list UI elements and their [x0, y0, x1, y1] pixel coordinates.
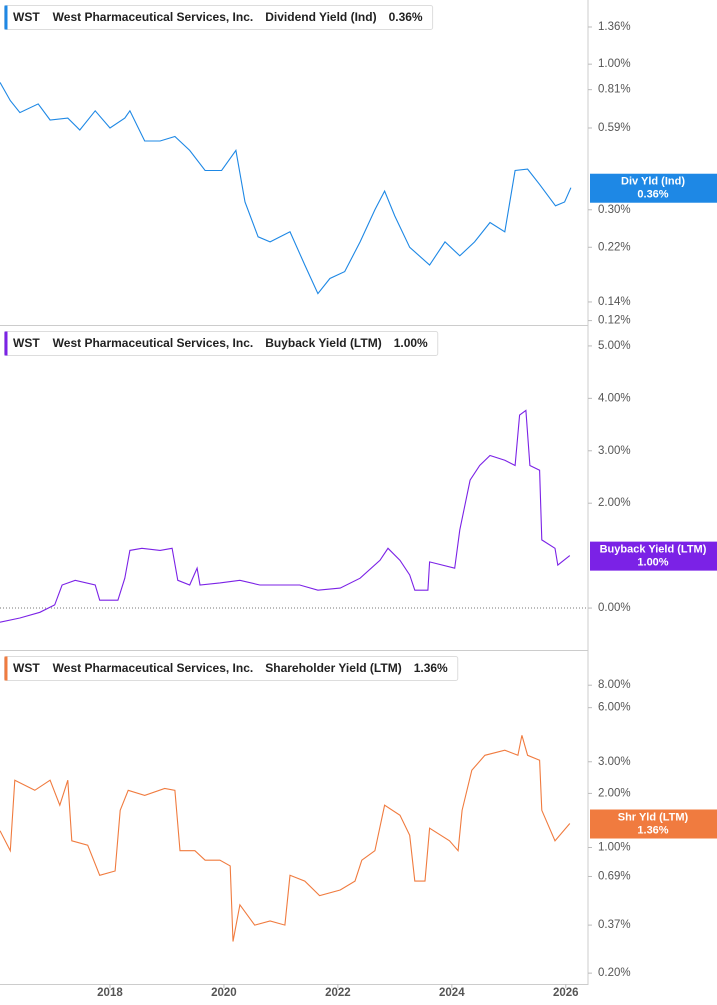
legend-value: 0.36% [389, 10, 423, 24]
value-tag-value: 1.00% [637, 557, 668, 569]
legend-value: 1.36% [414, 661, 448, 675]
company-name: West Pharmaceutical Services, Inc. [53, 336, 254, 350]
value-tag [590, 541, 717, 571]
y-tick-label: 0.81% [598, 84, 631, 96]
y-tick-label: 8.00% [598, 679, 631, 691]
x-tick-label: 2024 [439, 987, 465, 999]
value-tag-name: Shr Yld (LTM) [618, 811, 689, 823]
legend-series: Buyback Yield (LTM) [265, 336, 381, 350]
value-tag-name: Div Yld (Ind) [621, 176, 685, 188]
y-tick-label: 0.20% [598, 967, 631, 979]
x-tick-label: 2022 [325, 987, 351, 999]
y-tick-label: 5.00% [598, 340, 631, 352]
legend-swatch [4, 331, 8, 356]
y-tick-label: 1.00% [598, 58, 631, 70]
y-tick-label: 0.37% [598, 919, 631, 931]
y-tick-label: 1.36% [598, 21, 631, 33]
y-tick-label: 1.00% [598, 842, 631, 854]
x-tick-label: 2026 [553, 987, 579, 999]
value-tag-value: 1.36% [637, 824, 668, 836]
y-tick-label: 2.00% [598, 497, 631, 509]
company-name: West Pharmaceutical Services, Inc. [53, 661, 254, 675]
y-tick-label: 6.00% [598, 702, 631, 714]
x-tick-label: 2020 [211, 987, 237, 999]
series-line [0, 735, 571, 942]
legend-series: Dividend Yield (Ind) [265, 10, 376, 24]
value-tag [590, 173, 717, 203]
y-tick-label: 2.00% [598, 787, 631, 799]
ticker: WST [13, 336, 40, 350]
legend: WST West Pharmaceutical Services, Inc. Buy… [4, 331, 439, 356]
y-tick-label: 4.00% [598, 392, 631, 404]
series-line [0, 82, 572, 295]
ticker: WST [13, 10, 40, 24]
y-tick-label: 0.12% [598, 315, 631, 327]
legend: WST West Pharmaceutical Services, Inc. Sha… [4, 656, 459, 681]
y-tick-label: 0.14% [598, 296, 631, 308]
y-tick-label: 0.30% [598, 204, 631, 216]
y-tick-label: 0.22% [598, 241, 631, 253]
legend-value: 1.00% [394, 336, 428, 350]
legend-series: Shareholder Yield (LTM) [265, 661, 401, 675]
y-tick-label: 3.00% [598, 445, 631, 457]
value-tag [590, 809, 717, 839]
y-tick-label: 0.69% [598, 871, 631, 883]
y-tick-label: 0.59% [598, 122, 631, 134]
company-name: West Pharmaceutical Services, Inc. [53, 10, 254, 24]
ticker: WST [13, 661, 40, 675]
value-tag-name: Buyback Yield (LTM) [600, 544, 707, 556]
legend-swatch [4, 5, 8, 30]
legend-swatch [4, 656, 8, 681]
value-tag-value: 0.36% [637, 189, 668, 201]
series-line [0, 409, 571, 623]
legend: WST West Pharmaceutical Services, Inc. Div… [4, 5, 434, 30]
y-tick-label: 0.00% [598, 602, 631, 614]
x-tick-label: 2018 [97, 987, 123, 999]
y-tick-label: 3.00% [598, 756, 631, 768]
